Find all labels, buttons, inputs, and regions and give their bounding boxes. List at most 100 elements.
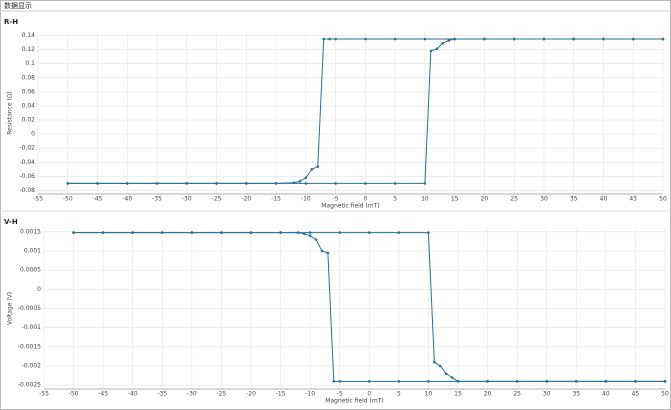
x-tick-label: 50	[659, 196, 667, 203]
y-tick-label: 0.02	[22, 117, 36, 124]
data-point	[332, 380, 336, 383]
data-point	[96, 182, 99, 185]
x-tick-label: 35	[572, 391, 580, 398]
data-point	[334, 37, 337, 41]
data-point	[279, 231, 282, 234]
x-tick-label: -30	[182, 196, 192, 203]
x-tick-label: 50	[661, 391, 669, 398]
data-point	[220, 231, 223, 234]
y-tick-label: 0.06	[22, 88, 36, 95]
data-point	[604, 380, 608, 383]
y-tick-label: -0.08	[19, 187, 35, 194]
x-tick-label: -25	[217, 391, 227, 398]
data-point	[435, 47, 439, 51]
data-point	[316, 165, 320, 168]
data-point	[338, 380, 342, 383]
x-tick-label: -55	[33, 196, 43, 203]
data-point	[393, 37, 397, 41]
y-tick-label: 0.0015	[20, 228, 41, 235]
data-point	[304, 182, 308, 185]
x-tick-label: 15	[454, 391, 462, 398]
x-tick-label: 5	[393, 196, 397, 203]
x-tick-label: -35	[157, 391, 167, 398]
data-point	[131, 231, 135, 234]
x-tick-label: 25	[513, 391, 521, 398]
x-axis-title: Magnetic field (mT)	[321, 203, 379, 210]
data-point	[447, 39, 451, 42]
y-axis-title: Resistance (Ω)	[7, 91, 14, 135]
data-point	[326, 251, 330, 255]
x-tick-label: -15	[271, 196, 281, 203]
x-tick-label: 10	[425, 391, 433, 398]
data-point	[427, 231, 430, 234]
data-point	[574, 380, 578, 383]
data-point	[441, 41, 445, 45]
data-point	[215, 182, 218, 185]
x-tick-label: -45	[93, 196, 103, 203]
x-tick-label: -15	[276, 391, 286, 398]
data-point	[338, 231, 342, 234]
x-tick-label: -35	[152, 196, 162, 203]
x-tick-label: 45	[632, 391, 640, 398]
data-point	[310, 168, 314, 171]
data-point	[515, 380, 519, 383]
data-point	[320, 249, 324, 253]
x-tick-label: 25	[510, 196, 518, 203]
y-tick-label: 0.0005	[20, 267, 41, 274]
x-tick-label: -30	[187, 391, 197, 398]
y-tick-label: -0.02	[19, 145, 35, 152]
x-tick-label: -40	[122, 196, 132, 203]
y-tick-label: 0.1	[25, 60, 35, 67]
data-point	[423, 37, 427, 41]
y-tick-label: 0.001	[24, 248, 41, 255]
data-point	[602, 37, 605, 41]
data-point	[433, 360, 436, 364]
data-point	[249, 231, 253, 234]
data-point	[72, 231, 75, 234]
data-point	[160, 231, 164, 234]
x-tick-label: 45	[629, 196, 637, 203]
data-point	[308, 231, 312, 234]
data-point	[486, 380, 489, 383]
data-point	[304, 176, 308, 180]
y-tick-label: 0.12	[22, 46, 36, 53]
data-point	[397, 231, 401, 234]
x-tick-label: 40	[600, 196, 608, 203]
x-tick-label: 20	[484, 391, 492, 398]
x-tick-label: 30	[540, 196, 548, 203]
y-axis-title: Voltage (V)	[7, 292, 14, 325]
y-tick-label: 0	[31, 131, 35, 138]
data-point	[456, 380, 460, 383]
x-tick-label: -45	[98, 391, 108, 398]
data-point	[483, 37, 486, 41]
data-point	[308, 234, 312, 237]
x-tick-label: -50	[69, 391, 79, 398]
y-tick-label: 0.08	[22, 74, 36, 81]
data-point	[155, 182, 159, 185]
x-tick-label: -25	[212, 196, 222, 203]
data-point	[367, 231, 371, 234]
data-point	[572, 37, 576, 41]
header-title: 数据显示	[4, 1, 32, 10]
x-tick-label: -20	[241, 196, 251, 203]
chart-title: V-H	[4, 218, 18, 226]
x-tick-label: 15	[451, 196, 459, 203]
y-tick-label: -0.0025	[18, 382, 41, 389]
data-point	[631, 37, 635, 41]
x-tick-label: -20	[246, 391, 256, 398]
data-point	[634, 380, 637, 383]
y-tick-label: -0.0015	[18, 343, 41, 350]
y-tick-label: 0	[37, 286, 41, 293]
data-point	[66, 182, 70, 185]
x-tick-label: -5	[333, 196, 339, 203]
y-tick-label: -0.06	[19, 173, 35, 180]
x-tick-label: -55	[39, 391, 49, 398]
data-point	[423, 182, 427, 185]
x-tick-label: 10	[421, 196, 429, 203]
data-point	[429, 49, 433, 53]
data-point	[274, 182, 278, 185]
data-point	[512, 37, 516, 41]
x-tick-label: 30	[543, 391, 551, 398]
